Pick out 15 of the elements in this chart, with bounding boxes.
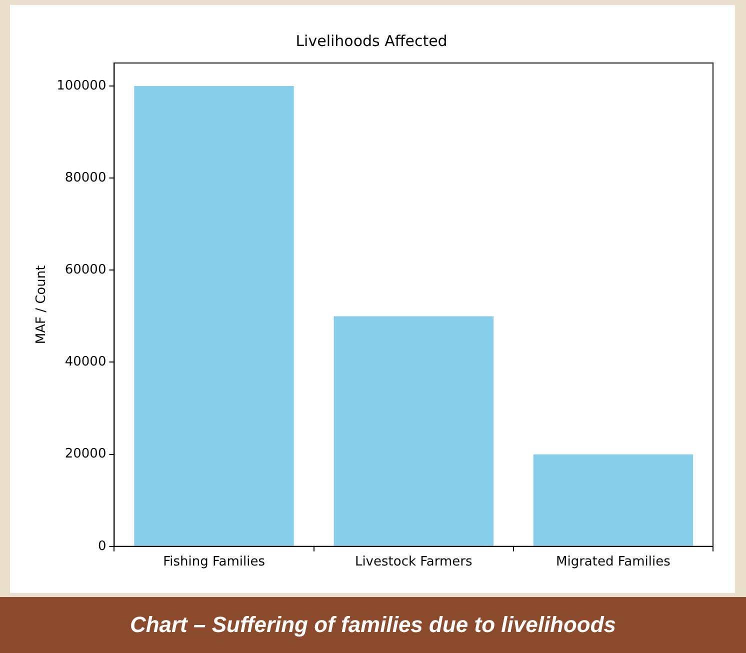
text: Chart – Suffering of families due to livelihoods [0, 597, 746, 653]
bar [134, 86, 294, 546]
y-tick-label: 100000 [56, 78, 106, 94]
y-tick-label: 80000 [64, 170, 106, 186]
x-tick-label: Fishing Families [163, 554, 266, 570]
y-tick-label: 20000 [64, 446, 106, 462]
bar [334, 316, 494, 546]
y-axis-title: MAF / Count [34, 265, 50, 344]
chart-title: Livelihoods Affected [296, 32, 448, 50]
x-tick-label: Migrated Families [556, 554, 671, 570]
y-tick-label: 60000 [64, 262, 106, 278]
y-tick-label: 0 [98, 538, 106, 554]
x-tick-label: Livestock Farmers [354, 554, 472, 570]
bar [533, 454, 694, 546]
y-tick-label: 40000 [64, 354, 106, 370]
